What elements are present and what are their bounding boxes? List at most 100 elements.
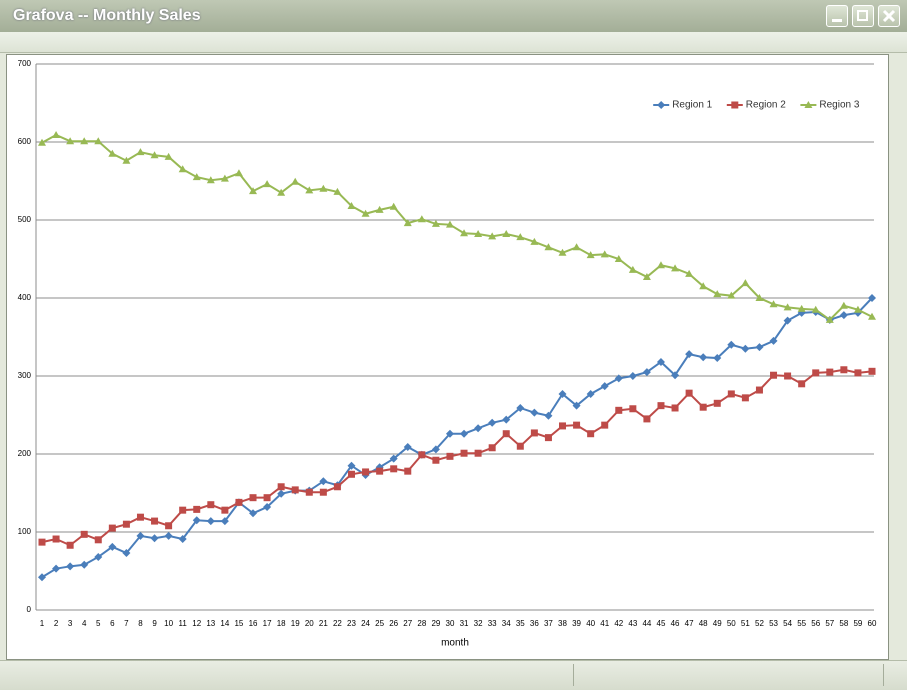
data-point <box>249 509 258 518</box>
data-point <box>811 305 820 313</box>
minimize-button[interactable] <box>826 5 848 27</box>
data-point <box>628 372 637 380</box>
data-point <box>347 461 356 470</box>
data-point <box>727 340 736 349</box>
data-point <box>445 429 454 438</box>
data-point <box>150 534 159 543</box>
x-tick-label: 54 <box>783 619 792 628</box>
data-point <box>586 389 595 398</box>
data-point <box>52 130 61 138</box>
data-point <box>319 184 328 192</box>
x-tick-label: 51 <box>741 619 750 628</box>
x-tick-label: 41 <box>600 619 609 628</box>
data-point <box>136 531 145 540</box>
data-point <box>614 255 623 262</box>
data-point <box>474 230 483 238</box>
x-tick-label: 10 <box>164 619 173 628</box>
data-point <box>108 149 117 157</box>
legend-marker <box>804 101 813 108</box>
data-point <box>122 156 131 164</box>
data-point <box>80 560 89 569</box>
data-point <box>178 165 187 173</box>
data-point <box>431 219 440 227</box>
x-tick-label: 43 <box>628 619 637 628</box>
x-tick-label: 20 <box>305 619 314 628</box>
legend-marker <box>731 101 739 109</box>
data-point <box>206 176 215 184</box>
legend-label: Region 1 <box>672 100 712 111</box>
data-point <box>530 237 539 245</box>
data-point <box>474 424 483 433</box>
data-point <box>769 336 778 345</box>
data-point <box>798 380 806 388</box>
data-point <box>699 282 708 290</box>
x-tick-label: 33 <box>488 619 497 628</box>
data-point <box>389 202 398 210</box>
data-point <box>193 505 201 513</box>
data-point <box>220 517 229 526</box>
x-tick-label: 37 <box>544 619 553 628</box>
data-point <box>784 372 792 380</box>
data-point <box>699 403 707 411</box>
data-point <box>671 404 679 412</box>
x-tick-label: 1 <box>40 619 45 628</box>
data-point <box>38 538 46 546</box>
x-tick-label: 28 <box>417 619 426 628</box>
x-tick-label: 32 <box>474 619 483 628</box>
data-point <box>277 188 286 196</box>
data-point <box>389 454 398 463</box>
data-point <box>544 411 553 420</box>
data-point <box>151 517 159 525</box>
data-point <box>755 386 763 394</box>
data-point <box>826 368 834 376</box>
x-tick-label: 14 <box>220 619 229 628</box>
data-point <box>797 304 806 312</box>
data-point <box>249 494 257 502</box>
data-point <box>333 483 341 491</box>
window-title: Grafova -- Monthly Sales <box>13 7 201 24</box>
x-tick-label: 36 <box>530 619 539 628</box>
x-tick-label: 8 <box>138 619 143 628</box>
data-point <box>445 220 454 228</box>
series-line <box>41 133 873 322</box>
status-bar <box>0 660 907 690</box>
data-point <box>657 402 665 410</box>
x-tick-label: 40 <box>586 619 595 628</box>
x-tick-label: 24 <box>361 619 370 628</box>
data-point <box>460 449 468 457</box>
y-tick-label: 500 <box>18 215 32 224</box>
close-button[interactable] <box>878 5 900 27</box>
data-point <box>572 243 581 251</box>
data-point <box>122 549 131 558</box>
data-point <box>164 531 173 540</box>
data-point <box>840 366 848 374</box>
data-point <box>206 517 215 526</box>
data-point <box>656 357 665 366</box>
data-point <box>600 382 609 391</box>
data-point <box>319 488 327 496</box>
data-point <box>277 483 285 491</box>
data-point <box>474 449 482 457</box>
y-tick-label: 600 <box>18 137 32 146</box>
data-point <box>516 442 524 450</box>
data-point <box>853 305 862 313</box>
data-point <box>164 152 173 160</box>
x-tick-label: 11 <box>179 619 188 628</box>
data-point <box>375 205 384 213</box>
x-tick-label: 9 <box>152 619 157 628</box>
data-point <box>839 311 848 320</box>
data-point <box>431 445 440 454</box>
data-point <box>319 477 328 486</box>
data-point <box>38 573 46 582</box>
data-point <box>770 371 778 379</box>
chart-panel: 0 100 200 300 400 500 600 700 1 2 3 4 5 6 7 8 9 10 11 12 13 1… <box>6 54 889 660</box>
data-point <box>783 316 792 325</box>
data-point <box>404 467 412 475</box>
data-point <box>432 456 440 464</box>
maximize-button[interactable] <box>852 5 874 27</box>
data-point <box>614 374 623 383</box>
x-axis-label: month <box>441 638 469 649</box>
y-tick-label: 400 <box>18 293 32 302</box>
data-point <box>587 430 595 438</box>
